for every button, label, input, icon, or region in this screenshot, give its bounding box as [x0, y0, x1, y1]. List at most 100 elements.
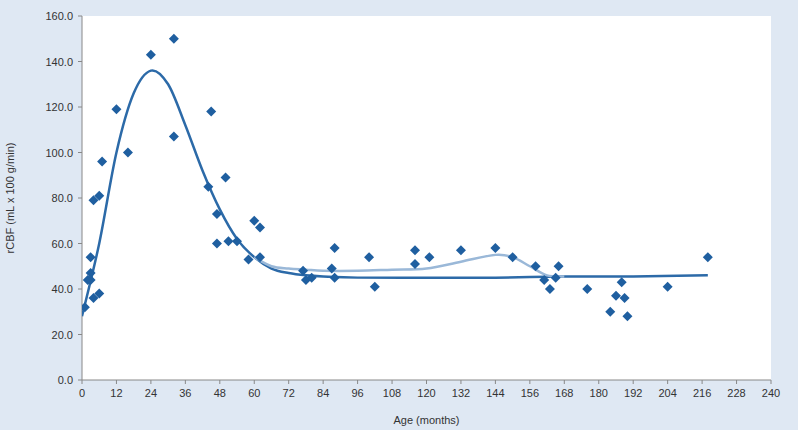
x-tick: [702, 380, 703, 384]
data-point: [86, 275, 96, 285]
x-tick-label: 216: [693, 387, 711, 399]
x-tick: [460, 380, 461, 384]
y-tick-label: 160.0: [45, 10, 73, 22]
y-tick: [78, 334, 82, 335]
data-point: [605, 307, 615, 317]
x-tick: [736, 380, 737, 384]
data-point: [255, 223, 265, 233]
data-point: [203, 182, 213, 192]
x-tick: [185, 380, 186, 384]
data-point: [490, 243, 500, 253]
data-point: [169, 132, 179, 142]
x-tick: [323, 380, 324, 384]
y-tick-label: 20.0: [52, 329, 73, 341]
data-point: [123, 148, 133, 158]
y-tick-label: 140.0: [45, 56, 73, 68]
data-point: [212, 209, 222, 219]
x-tick: [392, 380, 393, 384]
x-tick-label: 96: [351, 387, 363, 399]
data-point: [551, 273, 561, 283]
x-tick: [150, 380, 151, 384]
x-tick-label: 0: [79, 387, 85, 399]
data-point: [223, 236, 233, 246]
data-point: [169, 34, 179, 44]
x-tick: [426, 380, 427, 384]
x-tick-label: 108: [383, 387, 401, 399]
data-point: [410, 259, 420, 269]
data-point: [307, 273, 317, 283]
x-tick: [667, 380, 668, 384]
x-tick: [219, 380, 220, 384]
data-point: [94, 289, 104, 299]
x-tick-label: 204: [658, 387, 676, 399]
y-tick: [78, 289, 82, 290]
data-point: [244, 254, 254, 264]
x-tick: [598, 380, 599, 384]
data-point: [456, 245, 466, 255]
data-point: [146, 50, 156, 60]
data-point: [531, 261, 541, 271]
y-tick: [78, 16, 82, 17]
y-tick-label: 80.0: [52, 192, 73, 204]
data-point: [330, 243, 340, 253]
y-tick: [78, 61, 82, 62]
plot-area: [82, 16, 771, 380]
data-point: [622, 311, 632, 321]
data-point: [424, 252, 434, 262]
chart: 0.020.040.060.080.0100.0120.0140.0160.00…: [0, 0, 798, 430]
data-point: [364, 252, 374, 262]
x-tick-label: 168: [555, 387, 573, 399]
data-point: [554, 261, 564, 271]
y-tick: [78, 380, 82, 381]
x-tick-label: 36: [179, 387, 191, 399]
x-tick-label: 228: [727, 387, 745, 399]
data-point: [330, 273, 340, 283]
x-tick-label: 60: [248, 387, 260, 399]
x-tick-label: 132: [452, 387, 470, 399]
data-point: [94, 191, 104, 201]
x-tick-label: 24: [145, 387, 157, 399]
data-point: [97, 157, 107, 167]
x-tick-label: 156: [521, 387, 539, 399]
x-tick-label: 240: [762, 387, 780, 399]
data-point: [206, 107, 216, 117]
x-tick: [116, 380, 117, 384]
data-point: [298, 266, 308, 276]
x-tick-label: 120: [417, 387, 435, 399]
data-point: [663, 282, 673, 292]
data-point: [212, 239, 222, 249]
data-point: [221, 173, 231, 183]
y-axis-title: rCBF (mL x 100 g/min): [4, 143, 16, 254]
data-point: [611, 291, 621, 301]
x-tick: [288, 380, 289, 384]
data-point: [539, 275, 549, 285]
y-tick: [78, 198, 82, 199]
fit-line: [254, 255, 564, 277]
x-tick-label: 144: [486, 387, 504, 399]
data-point: [370, 282, 380, 292]
y-tick: [78, 152, 82, 153]
data-point: [82, 302, 90, 312]
y-tick-label: 60.0: [52, 238, 73, 250]
background: [0, 0, 798, 430]
x-tick: [82, 380, 83, 384]
y-tick: [78, 243, 82, 244]
x-tick: [495, 380, 496, 384]
data-point: [327, 264, 337, 274]
x-tick: [564, 380, 565, 384]
x-tick: [254, 380, 255, 384]
fit-line: [82, 70, 708, 316]
data-point: [232, 236, 242, 246]
data-point: [703, 252, 713, 262]
data-point: [249, 216, 259, 226]
x-tick-label: 12: [110, 387, 122, 399]
x-tick-label: 48: [214, 387, 226, 399]
x-tick: [633, 380, 634, 384]
y-tick-label: 100.0: [45, 147, 73, 159]
x-tick: [771, 380, 772, 384]
y-tick-label: 120.0: [45, 101, 73, 113]
data-point: [545, 284, 555, 294]
data-point: [508, 252, 518, 262]
x-axis-title: Age (months): [393, 414, 459, 426]
x-tick-label: 192: [624, 387, 642, 399]
